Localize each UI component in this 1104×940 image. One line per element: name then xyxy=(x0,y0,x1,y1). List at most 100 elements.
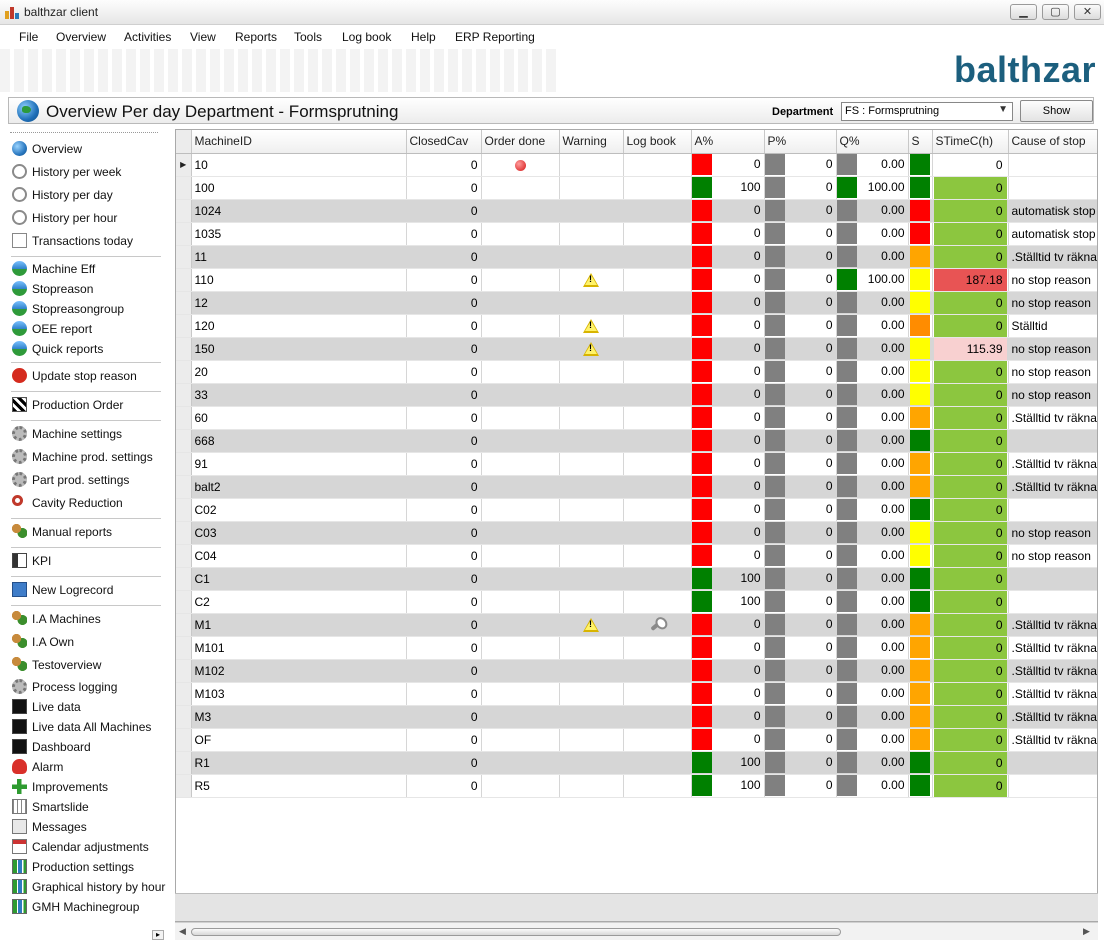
table-row[interactable]: 33 0 0 0 0.00 0 no stop reason xyxy=(176,383,1097,407)
col-q-pct[interactable]: Q% xyxy=(836,130,909,154)
col-closed-cav[interactable]: ClosedCav xyxy=(406,130,482,154)
sidebar-item-cavity-reduction[interactable]: Cavity Reduction xyxy=(11,493,165,513)
show-button[interactable]: Show xyxy=(1020,100,1093,122)
warning-icon[interactable] xyxy=(583,341,599,356)
row-selector[interactable] xyxy=(176,682,192,706)
row-selector[interactable] xyxy=(176,429,192,453)
row-selector[interactable] xyxy=(176,544,192,568)
col-p-pct[interactable]: P% xyxy=(764,130,837,154)
sidebar-item-gmh-machinegroup[interactable]: GMH Machinegroup xyxy=(11,897,165,917)
table-row[interactable]: M101 0 0 0 0.00 0 .Ställtid tv räkna xyxy=(176,636,1097,660)
col-machine-id[interactable]: MachineID xyxy=(191,130,407,154)
wrench-icon[interactable] xyxy=(650,619,664,632)
sidebar-item-machine-settings[interactable]: Machine settings xyxy=(11,424,165,444)
table-row[interactable]: C04 0 0 0 0.00 0 no stop reason xyxy=(176,544,1097,568)
sidebar-item-alarm[interactable]: Alarm xyxy=(11,757,165,777)
row-selector[interactable] xyxy=(176,406,192,430)
sidebar-item-live-data-all-machines[interactable]: Live data All Machines xyxy=(11,717,165,737)
menu-view[interactable]: View xyxy=(190,30,216,44)
row-selector[interactable] xyxy=(176,636,192,660)
sidebar-item-testoverview[interactable]: Testoverview xyxy=(11,655,165,675)
sidebar-item-dashboard[interactable]: Dashboard xyxy=(11,737,165,757)
row-selector[interactable] xyxy=(176,268,192,292)
sidebar-item-overview[interactable]: Overview xyxy=(11,139,165,159)
sidebar-item-kpi[interactable]: KPI xyxy=(11,551,165,571)
sidebar-item-quick-reports[interactable]: Quick reports xyxy=(11,339,165,359)
scroll-right-icon[interactable]: ▶ xyxy=(1083,926,1090,936)
scroll-left-icon[interactable]: ◀ xyxy=(179,926,186,936)
row-selector[interactable] xyxy=(176,245,192,269)
menu-help[interactable]: Help xyxy=(411,30,436,44)
table-row[interactable]: 100 0 100 0 100.00 0 xyxy=(176,176,1097,200)
sidebar-item-new-logrecord[interactable]: New Logrecord xyxy=(11,580,165,600)
department-select[interactable]: FS : Formsprutning ▼ xyxy=(841,102,1013,121)
menu-reports[interactable]: Reports xyxy=(235,30,278,44)
row-selector[interactable] xyxy=(176,222,192,246)
table-row[interactable]: 1024 0 0 0 0.00 0 automatisk stop xyxy=(176,199,1097,223)
table-row[interactable]: 1035 0 0 0 0.00 0 automatisk stop xyxy=(176,222,1097,246)
menu-file[interactable]: File xyxy=(19,30,39,44)
sidebar-item-oee-report[interactable]: OEE report xyxy=(11,319,165,339)
sidebar-item-production-order[interactable]: Production Order xyxy=(11,395,165,415)
table-row[interactable]: 12 0 0 0 0.00 0 no stop reason xyxy=(176,291,1097,315)
table-row[interactable]: M102 0 0 0 0.00 0 .Ställtid tv räkna xyxy=(176,659,1097,683)
col-a-pct[interactable]: A% xyxy=(691,130,765,154)
sidebar-item-live-data[interactable]: Live data xyxy=(11,697,165,717)
table-row[interactable]: 60 0 0 0 0.00 0 .Ställtid tv räkna xyxy=(176,406,1097,430)
col-log-book[interactable]: Log book xyxy=(623,130,692,154)
row-selector[interactable] xyxy=(176,383,192,407)
sidebar-item-transactions-today[interactable]: Transactions today xyxy=(11,231,165,251)
col-s[interactable]: S xyxy=(908,130,933,154)
warning-icon[interactable] xyxy=(583,318,599,333)
row-selector[interactable] xyxy=(176,567,192,591)
row-selector[interactable] xyxy=(176,199,192,223)
sidebar-item-process-logging[interactable]: Process logging xyxy=(11,677,165,697)
col-stime[interactable]: STimeC(h) xyxy=(932,130,1009,154)
row-selector[interactable] xyxy=(176,521,192,545)
table-row[interactable]: C03 0 0 0 0.00 0 no stop reason xyxy=(176,521,1097,545)
warning-icon[interactable] xyxy=(583,617,599,632)
table-row[interactable]: 91 0 0 0 0.00 0 .Ställtid tv räkna xyxy=(176,452,1097,476)
sidebar-item-improvements[interactable]: Improvements xyxy=(11,777,165,797)
row-selector[interactable] xyxy=(176,291,192,315)
table-row[interactable]: OF 0 0 0 0.00 0 .Ställtid tv räkna xyxy=(176,728,1097,752)
table-row[interactable]: M103 0 0 0 0.00 0 .Ställtid tv räkna xyxy=(176,682,1097,706)
menu-tools[interactable]: Tools xyxy=(294,30,323,44)
row-selector[interactable] xyxy=(176,705,192,729)
collapse-button[interactable]: ▸ xyxy=(152,930,164,940)
warning-icon[interactable] xyxy=(583,272,599,287)
row-selector[interactable] xyxy=(176,590,192,614)
maximize-button[interactable]: ▢ xyxy=(1042,4,1069,20)
row-selector[interactable] xyxy=(176,613,192,637)
table-row[interactable]: 11 0 0 0 0.00 0 .Ställtid tv räkna xyxy=(176,245,1097,269)
row-selector[interactable] xyxy=(176,176,192,200)
table-row[interactable]: R1 0 100 0 0.00 0 xyxy=(176,751,1097,775)
table-row[interactable]: C02 0 0 0 0.00 0 xyxy=(176,498,1097,522)
col-cause[interactable]: Cause of stop xyxy=(1008,130,1097,154)
row-selector[interactable]: ▶ xyxy=(176,153,192,177)
sidebar-item-part-prod-settings[interactable]: Part prod. settings xyxy=(11,470,165,490)
table-row[interactable]: 668 0 0 0 0.00 0 xyxy=(176,429,1097,453)
table-row[interactable]: R5 0 100 0 0.00 0 xyxy=(176,774,1097,798)
row-selector[interactable] xyxy=(176,360,192,384)
table-row[interactable]: C2 0 100 0 0.00 0 xyxy=(176,590,1097,614)
table-row[interactable]: 20 0 0 0 0.00 0 no stop reason xyxy=(176,360,1097,384)
sidebar-item-history-per-day[interactable]: History per day xyxy=(11,185,165,205)
row-selector[interactable] xyxy=(176,728,192,752)
sidebar-item-history-per-week[interactable]: History per week xyxy=(11,162,165,182)
sidebar-item-stopreason[interactable]: Stopreason xyxy=(11,279,165,299)
col-warning[interactable]: Warning xyxy=(559,130,624,154)
row-selector[interactable] xyxy=(176,337,192,361)
col-order-done[interactable]: Order done xyxy=(481,130,560,154)
menu-erp-reporting[interactable]: ERP Reporting xyxy=(455,30,535,44)
row-selector[interactable] xyxy=(176,314,192,338)
sidebar-item-manual-reports[interactable]: Manual reports xyxy=(11,522,165,542)
row-selector[interactable] xyxy=(176,659,192,683)
menu-activities[interactable]: Activities xyxy=(124,30,172,44)
scrollbar-thumb[interactable] xyxy=(191,928,841,936)
row-selector[interactable] xyxy=(176,452,192,476)
row-selector[interactable] xyxy=(176,475,192,499)
sidebar-item-machine-prod-settings[interactable]: Machine prod. settings xyxy=(11,447,165,467)
